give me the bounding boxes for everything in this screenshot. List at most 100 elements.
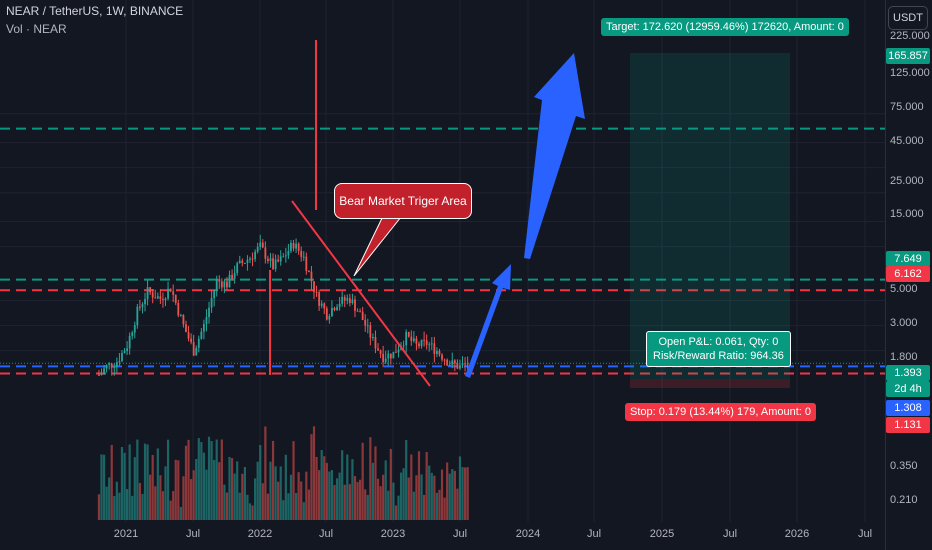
volume-bar xyxy=(433,475,436,520)
volume-bar xyxy=(274,466,277,520)
candle-body xyxy=(377,348,379,351)
target-zone xyxy=(630,53,790,379)
candle-body xyxy=(218,279,221,282)
volume-bar xyxy=(320,450,323,520)
candle-body xyxy=(118,361,121,363)
downtrend-line[interactable] xyxy=(291,200,431,387)
candle-body xyxy=(459,365,461,369)
volume-bars xyxy=(97,426,469,520)
volume-bar xyxy=(392,482,395,520)
volume-bar xyxy=(425,451,428,520)
volume-bar xyxy=(297,472,300,520)
volume-bar xyxy=(382,474,385,520)
candle-body xyxy=(238,260,241,264)
volume-bar xyxy=(328,471,331,520)
volume-bar xyxy=(420,474,423,520)
volume-bar xyxy=(348,484,351,520)
candle-body xyxy=(185,324,187,333)
volume-bar xyxy=(399,472,403,520)
currency-button[interactable]: USDT xyxy=(888,6,928,30)
candle-body xyxy=(98,374,100,376)
volume-bar xyxy=(405,439,408,520)
candle-body xyxy=(113,366,116,368)
volume-bar xyxy=(259,445,262,520)
volume-bar xyxy=(353,476,357,520)
candle-body xyxy=(315,291,318,293)
volume-tick: 0.210 xyxy=(890,494,918,506)
candle-body xyxy=(246,259,249,264)
bear-market-callout[interactable]: Bear Market Triger Area xyxy=(334,183,472,219)
volume-bar xyxy=(207,436,211,520)
volume-bar xyxy=(256,461,259,520)
candle-body xyxy=(149,287,152,293)
volume-bar xyxy=(315,456,318,520)
candle-body xyxy=(297,243,300,251)
volume-bar xyxy=(346,454,349,520)
volume-bar xyxy=(97,494,101,520)
candle-body xyxy=(269,258,272,262)
volume-bar xyxy=(166,439,170,520)
volume-bar xyxy=(146,444,149,520)
big-arrow[interactable] xyxy=(524,53,585,259)
volume-bar xyxy=(394,505,398,520)
volume-bar xyxy=(248,503,252,520)
candle-body xyxy=(267,258,269,262)
volume-bar xyxy=(300,481,303,520)
candle-body xyxy=(318,292,321,306)
candle-body xyxy=(167,288,169,299)
volume-bar xyxy=(143,443,147,520)
candle-body xyxy=(264,247,267,259)
candle-body xyxy=(325,308,328,320)
candle-body xyxy=(103,368,105,373)
target-label: Target: 172.620 (12959.46%) 172620, Amou… xyxy=(601,18,849,36)
volume-bar xyxy=(384,460,387,520)
volume-legend[interactable]: Vol · NEAR xyxy=(6,22,67,36)
candle-body xyxy=(446,359,449,366)
volume-bar xyxy=(115,481,118,520)
volume-bar xyxy=(174,459,177,520)
time-tick: 2024 xyxy=(515,528,541,540)
candle-body xyxy=(210,298,213,308)
small-arrow[interactable] xyxy=(465,264,511,378)
volume-bar xyxy=(236,461,239,520)
entry-price-badge: 1.308 xyxy=(886,400,930,416)
candle-body xyxy=(428,344,431,346)
volume-bar xyxy=(141,493,144,520)
volume-bar xyxy=(225,492,229,520)
volume-bar xyxy=(456,488,459,520)
candle-body xyxy=(241,260,244,264)
candle-body xyxy=(323,303,326,309)
candle-body xyxy=(366,325,369,327)
candle-body xyxy=(456,363,459,369)
entry-level-badge: 7.649 xyxy=(886,251,930,267)
volume-bar xyxy=(463,467,467,520)
price-tick: 125.000 xyxy=(890,67,930,79)
candle-body xyxy=(336,306,338,311)
candle-body xyxy=(436,351,438,354)
volume-bar xyxy=(428,465,431,520)
volume-bar xyxy=(123,452,126,520)
volume-bar xyxy=(323,456,326,520)
volume-bar xyxy=(128,444,131,520)
time-tick: 2025 xyxy=(649,528,675,540)
candle-body xyxy=(412,338,415,341)
candle-body xyxy=(384,358,387,363)
candle-body xyxy=(182,314,185,325)
candle-body xyxy=(333,307,336,311)
volume-bar xyxy=(374,446,377,520)
volume-bar xyxy=(105,486,108,520)
candle-body xyxy=(272,258,274,269)
candle-body xyxy=(405,331,408,346)
volume-bar xyxy=(190,479,193,520)
candle-body xyxy=(197,338,200,348)
volume-bar xyxy=(438,489,441,520)
candle-body xyxy=(407,331,410,337)
volume-bar xyxy=(289,474,293,520)
volume-bar xyxy=(151,454,154,520)
volume-bar xyxy=(230,458,234,520)
candle-body xyxy=(126,348,128,352)
symbol-title[interactable]: NEAR / TetherUS, 1W, BINANCE xyxy=(6,4,184,18)
volume-bar xyxy=(266,493,270,520)
volume-bar xyxy=(133,457,136,520)
